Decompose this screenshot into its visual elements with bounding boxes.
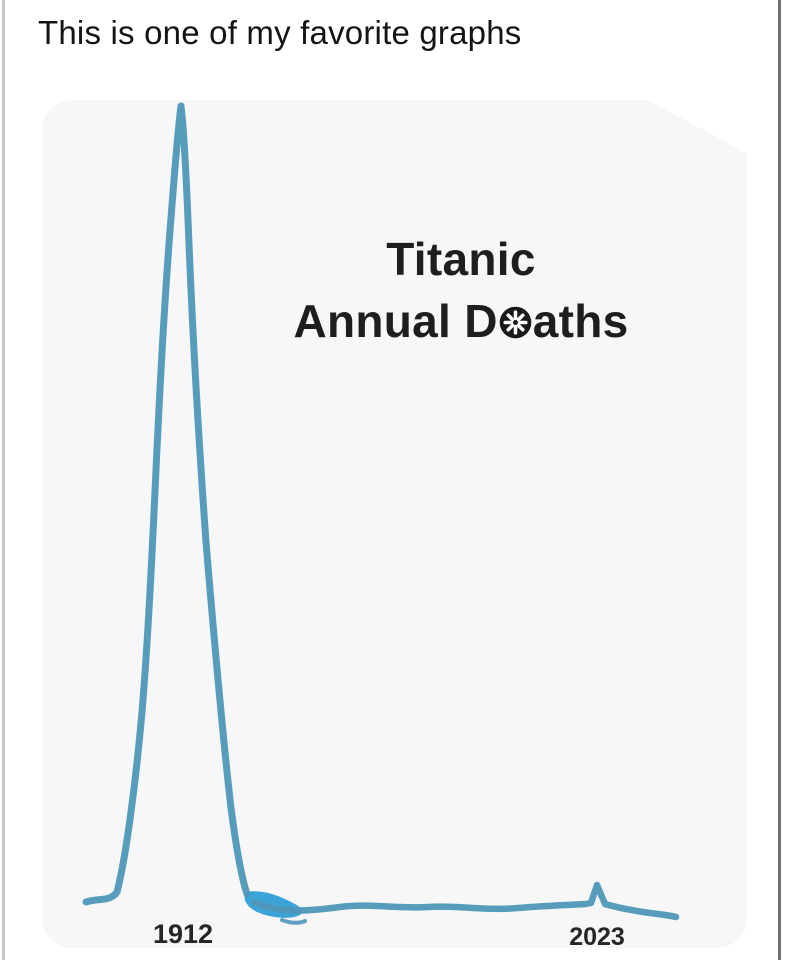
chart-card — [42, 100, 747, 948]
asterisk-burst-icon — [499, 306, 532, 339]
chart-title-line2: Annual D aths — [281, 290, 641, 352]
chart-title-line2-prefix: Annual D — [293, 295, 498, 347]
chart-title-line1: Titanic — [386, 233, 536, 285]
baseline-with-2023-bump — [250, 881, 680, 921]
x-axis-label-2023: 2023 — [569, 923, 625, 951]
chart-title: Titanic Annual D aths — [281, 228, 641, 352]
x-axis-label-1912: 1912 — [152, 919, 214, 949]
left-edge-artifact — [2, 0, 5, 960]
corner-cut-artifact — [646, 99, 748, 154]
deaths-spike-line — [82, 102, 251, 906]
caption-text: This is one of my favorite graphs — [38, 14, 522, 51]
ink-dash — [280, 918, 307, 925]
chart-title-line2-suffix: aths — [532, 295, 629, 347]
right-edge-artifact — [778, 0, 781, 960]
